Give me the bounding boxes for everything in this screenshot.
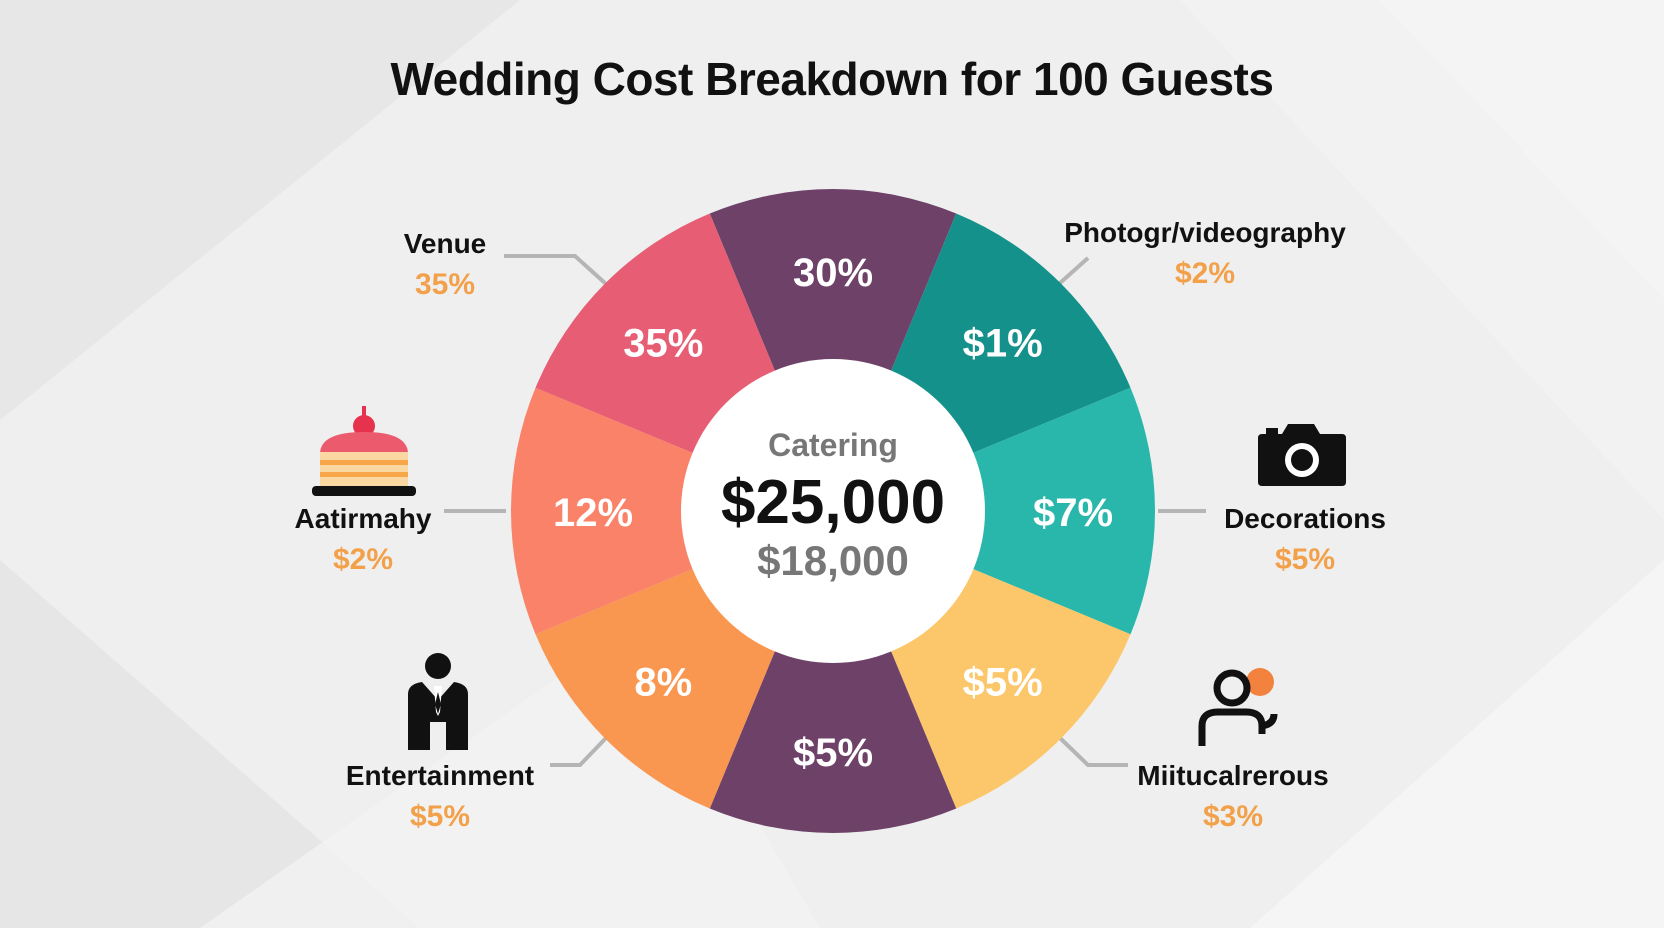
- legend-aatirmahy-name: Aatirmahy: [294, 503, 432, 534]
- slice-label-2: $7%: [1033, 491, 1113, 535]
- slice-label-1: $1%: [963, 321, 1043, 365]
- legend-entertainment-name: Entertainment: [345, 760, 535, 791]
- legend-aatirmahy: Aatirmahy $2%: [295, 503, 432, 577]
- slice-label-4: $5%: [793, 731, 873, 775]
- legend-aatirmahy-value: $2%: [332, 543, 394, 576]
- people-icon: [1198, 668, 1278, 746]
- legend-photography-name: Photogr/videography: [1064, 217, 1346, 248]
- leader-line-5: [1058, 736, 1128, 767]
- legend-venue-name: Venue: [403, 228, 487, 259]
- center-subtotal: $18,000: [757, 537, 909, 584]
- slice-label-7: 35%: [623, 321, 703, 365]
- chart-title: Wedding Cost Breakdown for 100 Guests: [390, 53, 1274, 105]
- legend-decorations: Decorations $5%: [1224, 503, 1386, 577]
- legend-decorations-name: Decorations: [1224, 503, 1386, 534]
- donut-hole: [681, 359, 985, 663]
- camera-icon: [1258, 424, 1346, 486]
- legend-venue-value: 35%: [414, 268, 476, 301]
- legend-miscellaneous: Miitucalrerous $3%: [1137, 760, 1328, 834]
- chart-slice-4: [709, 511, 957, 833]
- slice-label-0: 30%: [793, 251, 873, 295]
- chart-slice-2: [833, 387, 1155, 635]
- chart-slice-6: [511, 387, 833, 635]
- legend-photography-value: $2%: [1174, 257, 1236, 290]
- leader-line-1: [1058, 256, 1090, 285]
- center-label: Catering: [768, 427, 898, 463]
- person-suit-icon: [408, 653, 468, 750]
- leader-line-4: [550, 736, 608, 767]
- cake-icon: [312, 406, 416, 496]
- slice-label-5: 8%: [634, 661, 692, 705]
- leader-lines: [444, 254, 1206, 767]
- legend-venue: Venue 35%: [404, 228, 486, 302]
- legend-photography: Photogr/videography $2%: [1064, 217, 1346, 291]
- legend-decorations-value: $5%: [1274, 543, 1336, 576]
- slice-label-6: 12%: [553, 491, 633, 535]
- leader-line-0: [504, 254, 608, 286]
- legend-entertainment-value: $5%: [409, 800, 471, 833]
- slice-label-3: $5%: [963, 661, 1043, 705]
- chart-slice-0: [709, 189, 957, 511]
- legend-entertainment: Entertainment $5%: [346, 760, 534, 834]
- legend-miscellaneous-value: $3%: [1202, 800, 1264, 833]
- slice-labels: 30% $1% $7% $5% $5% 8% 12% 35%: [553, 251, 1113, 775]
- legend-miscellaneous-name: Miitucalrerous: [1137, 760, 1329, 791]
- center-total: $25,000: [721, 468, 945, 537]
